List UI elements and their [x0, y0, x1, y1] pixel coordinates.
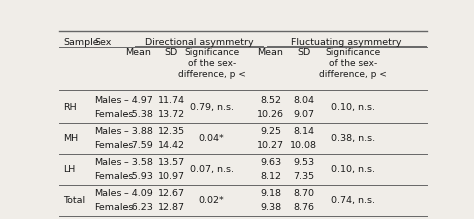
Text: 9.38: 9.38 — [260, 203, 281, 212]
Text: Males: Males — [94, 158, 122, 167]
Text: – 7.59: – 7.59 — [124, 141, 153, 150]
Text: 13.57: 13.57 — [158, 158, 185, 167]
Text: 0.38, n.s.: 0.38, n.s. — [331, 134, 375, 143]
Text: 9.63: 9.63 — [260, 158, 281, 167]
Text: Sample: Sample — [63, 38, 99, 47]
Text: 12.67: 12.67 — [158, 189, 185, 198]
Text: Total: Total — [63, 196, 85, 205]
Text: 0.74, n.s.: 0.74, n.s. — [331, 196, 375, 205]
Text: 8.12: 8.12 — [260, 172, 281, 182]
Text: 10.08: 10.08 — [290, 141, 317, 150]
Text: – 5.38: – 5.38 — [124, 110, 153, 119]
Text: – 5.93: – 5.93 — [124, 172, 153, 182]
Text: 10.27: 10.27 — [257, 141, 284, 150]
Text: 12.87: 12.87 — [158, 203, 185, 212]
Text: 10.26: 10.26 — [257, 110, 284, 119]
Text: Females: Females — [94, 110, 134, 119]
Text: Mean: Mean — [257, 48, 283, 57]
Text: 9.53: 9.53 — [293, 158, 314, 167]
Text: 0.02*: 0.02* — [199, 196, 225, 205]
Text: Males: Males — [94, 127, 122, 136]
Text: 12.35: 12.35 — [158, 127, 185, 136]
Text: Mean: Mean — [125, 48, 151, 57]
Text: 14.42: 14.42 — [158, 141, 185, 150]
Text: SD: SD — [297, 48, 310, 57]
Text: 9.18: 9.18 — [260, 189, 281, 198]
Text: – 4.09: – 4.09 — [124, 189, 153, 198]
Text: – 6.23: – 6.23 — [124, 203, 153, 212]
Text: 8.14: 8.14 — [293, 127, 314, 136]
Text: Sex: Sex — [94, 38, 111, 47]
Text: Males: Males — [94, 189, 122, 198]
Text: SD: SD — [164, 48, 178, 57]
Text: 9.07: 9.07 — [293, 110, 314, 119]
Text: Females: Females — [94, 141, 134, 150]
Text: RH: RH — [63, 103, 76, 112]
Text: 9.25: 9.25 — [260, 127, 281, 136]
Text: Females: Females — [94, 203, 134, 212]
Text: Males: Males — [94, 96, 122, 105]
Text: Fluctuating asymmetry: Fluctuating asymmetry — [292, 38, 402, 47]
Text: 8.76: 8.76 — [293, 203, 314, 212]
Text: 13.72: 13.72 — [158, 110, 185, 119]
Text: 0.04*: 0.04* — [199, 134, 225, 143]
Text: 0.10, n.s.: 0.10, n.s. — [331, 103, 375, 112]
Text: Significance
of the sex-
difference, p <: Significance of the sex- difference, p < — [178, 48, 246, 79]
Text: 10.97: 10.97 — [158, 172, 185, 182]
Text: 0.79, n.s.: 0.79, n.s. — [190, 103, 234, 112]
Text: – 3.88: – 3.88 — [124, 127, 153, 136]
Text: 8.52: 8.52 — [260, 96, 281, 105]
Text: 7.35: 7.35 — [293, 172, 314, 182]
Text: MH: MH — [63, 134, 78, 143]
Text: 0.10, n.s.: 0.10, n.s. — [331, 165, 375, 174]
Text: Directional asymmetry: Directional asymmetry — [145, 38, 253, 47]
Text: 0.07, n.s.: 0.07, n.s. — [190, 165, 234, 174]
Text: – 4.97: – 4.97 — [124, 96, 153, 105]
Text: Females: Females — [94, 172, 134, 182]
Text: – 3.58: – 3.58 — [124, 158, 153, 167]
Text: LH: LH — [63, 165, 75, 174]
Text: 8.04: 8.04 — [293, 96, 314, 105]
Text: 11.74: 11.74 — [158, 96, 185, 105]
Text: Significance
of the sex-
difference, p <: Significance of the sex- difference, p < — [319, 48, 387, 79]
Text: 8.70: 8.70 — [293, 189, 314, 198]
